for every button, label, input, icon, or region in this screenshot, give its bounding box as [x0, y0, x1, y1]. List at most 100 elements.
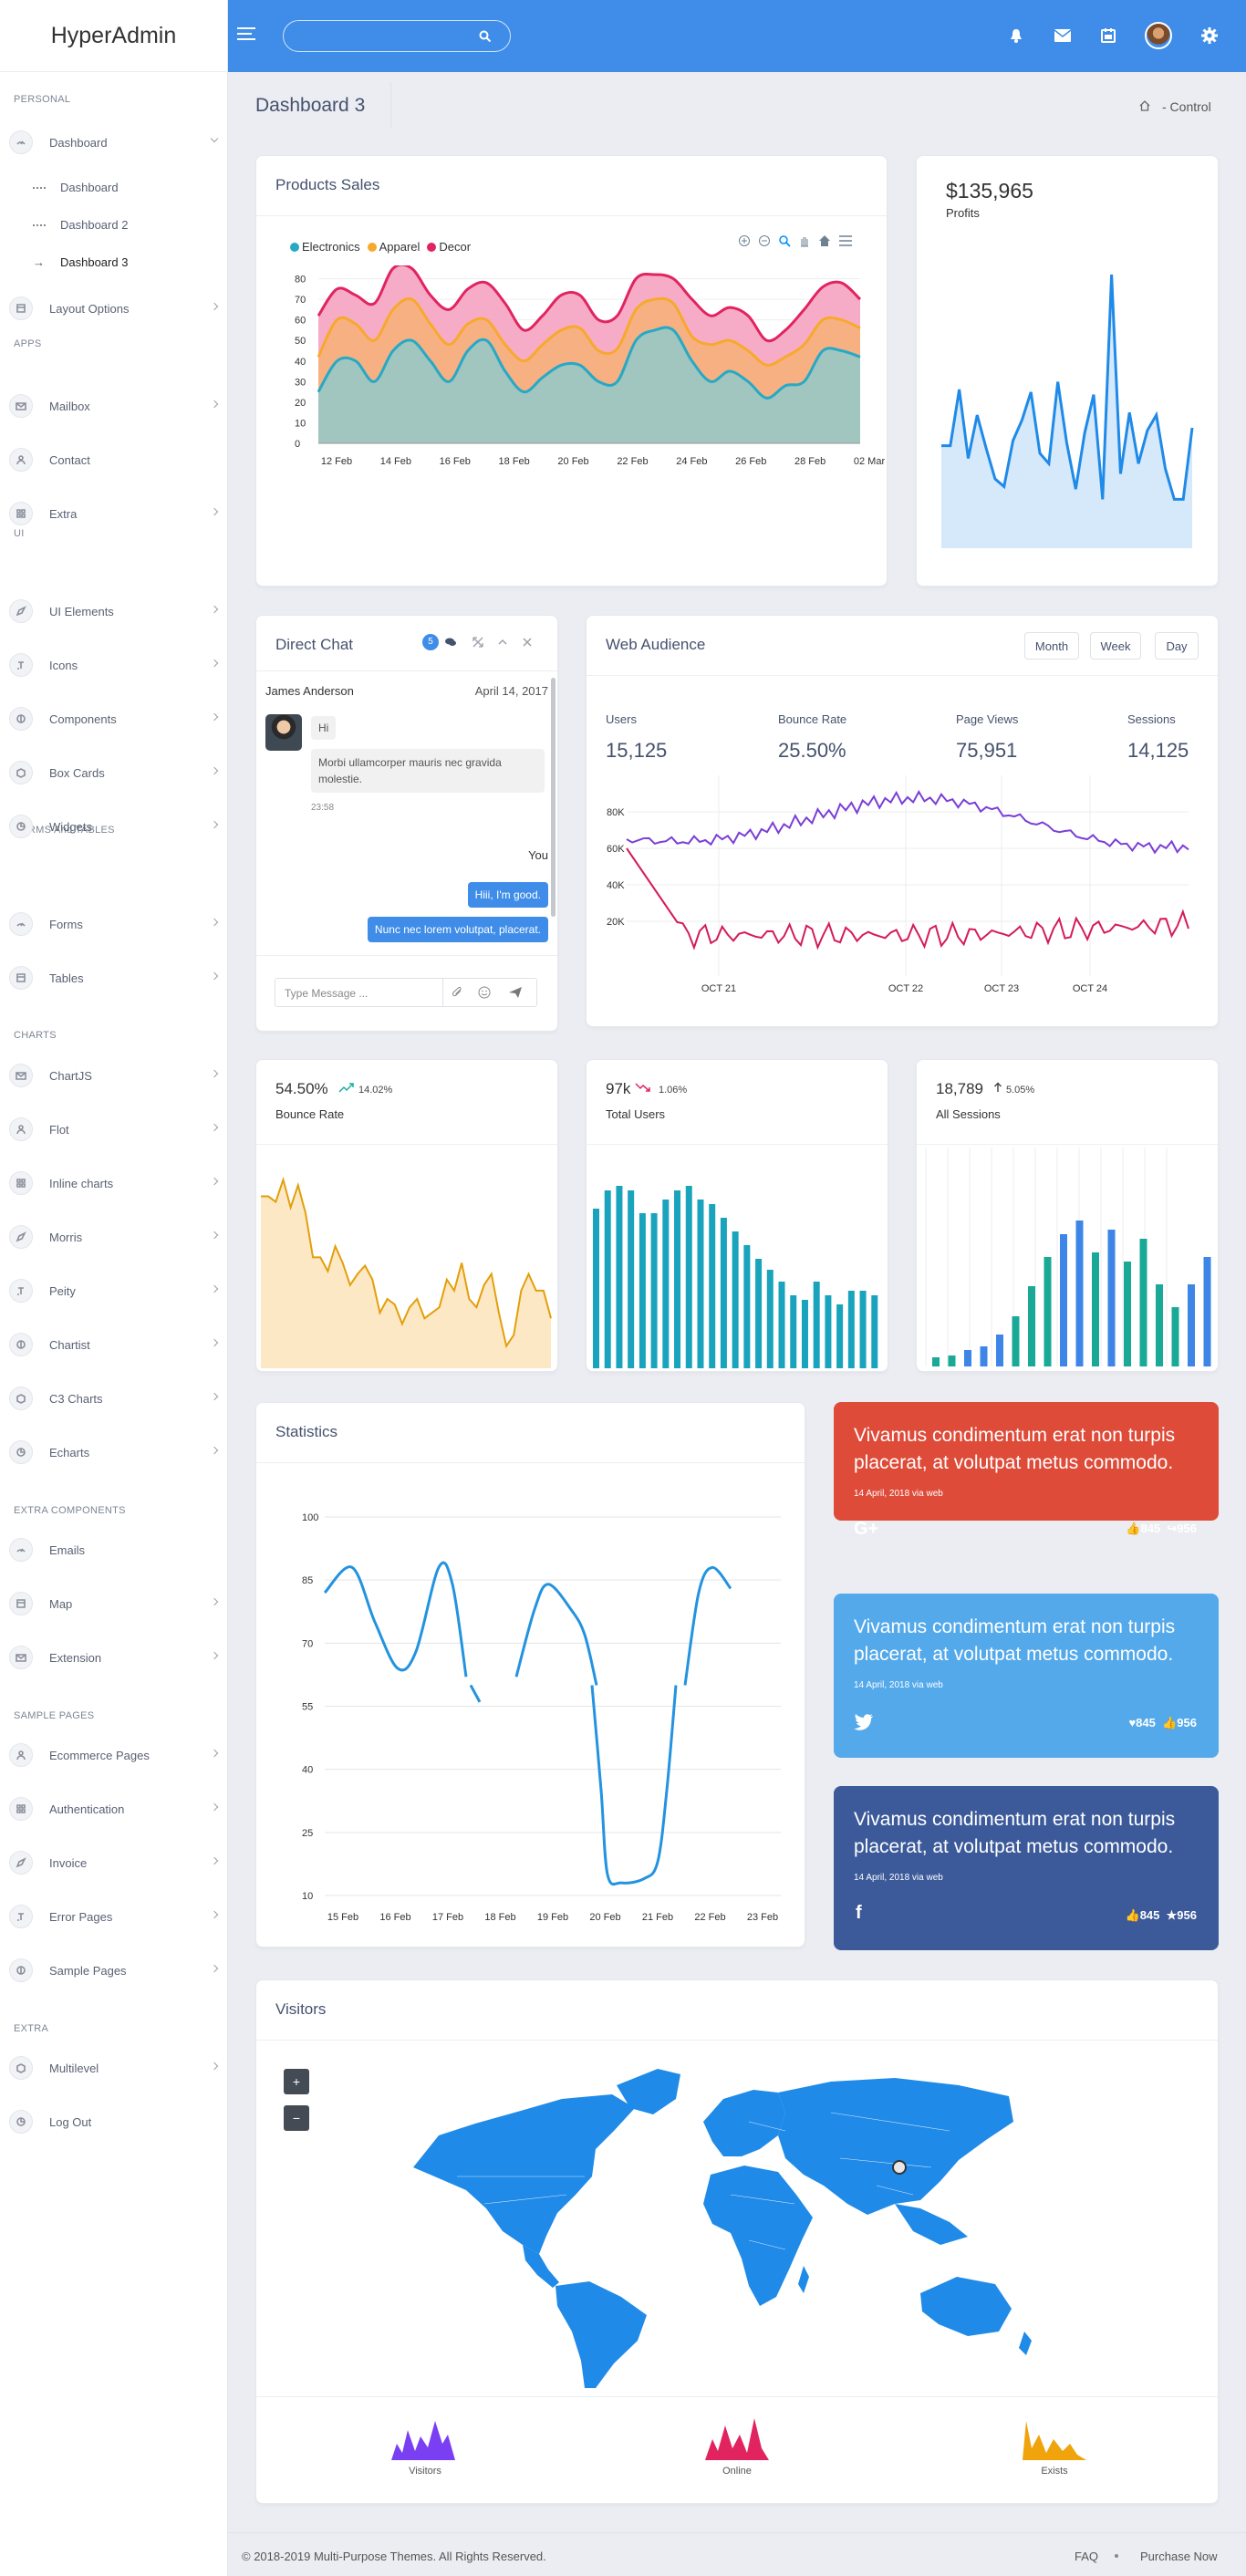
selection-zoom-icon[interactable]	[778, 234, 791, 247]
total-users-card: 97k 1.06% Total Users	[586, 1059, 888, 1372]
map-zoom-out-button[interactable]: −	[284, 2105, 309, 2131]
chevron-right-icon	[210, 1964, 219, 1973]
sidebar-item-ecommerce-pages[interactable]: Ecommerce Pages	[9, 1741, 219, 1769]
facebook-card: Vivamus condimentum erat non turpis plac…	[834, 1786, 1219, 1950]
sidebar-item-chartjs[interactable]: ChartJS	[9, 1062, 219, 1089]
pan-hand-icon[interactable]	[798, 234, 811, 247]
sidebar-item-dashboard[interactable]: Dashboard	[9, 129, 219, 156]
legend-marker	[427, 242, 437, 252]
sidebar-item-chartist[interactable]: Chartist	[9, 1331, 219, 1358]
menu-icon[interactable]	[838, 234, 853, 247]
sidebar-item-label: Map	[49, 1596, 73, 1611]
sidebar-item-log-out[interactable]: Log Out	[9, 2108, 217, 2135]
sidebar-item-extra[interactable]: Extra	[9, 500, 219, 527]
zoom-out-icon[interactable]	[758, 234, 771, 247]
divider	[256, 1462, 805, 1463]
search-input[interactable]	[283, 20, 511, 52]
y-tick-label: 80K	[607, 807, 625, 818]
send-icon[interactable]	[508, 986, 523, 999]
avatar[interactable]	[1145, 22, 1172, 49]
search-icon[interactable]	[479, 30, 492, 43]
bar	[1028, 1286, 1035, 1366]
google-plus-icon[interactable]: G+	[854, 1519, 879, 1539]
sidebar-section-header: EXTRA	[14, 2023, 49, 2034]
sidebar-item-flot[interactable]: Flot	[9, 1116, 219, 1143]
sidebar-item-map[interactable]: Map	[9, 1590, 219, 1617]
profit-area	[941, 275, 1192, 548]
map-zoom-in-button[interactable]: +	[284, 2069, 309, 2094]
message-count-badge: 5	[422, 634, 439, 650]
world-map[interactable]	[402, 2058, 1068, 2395]
chat-scrollbar[interactable]	[551, 678, 556, 917]
sidebar-item-contact[interactable]: Contact	[9, 446, 217, 473]
twitter-icon[interactable]	[854, 1714, 874, 1730]
sidebar-item-extension[interactable]: Extension	[9, 1644, 219, 1671]
brand-logo[interactable]: Hyper Admin	[0, 0, 228, 72]
sample-pages-icon	[9, 1958, 33, 1982]
sidebar-item-sample-pages[interactable]: Sample Pages	[9, 1957, 219, 1984]
day-button[interactable]: Day	[1155, 632, 1199, 660]
sidebar-item-invoice[interactable]: Invoice	[9, 1849, 219, 1876]
mail-icon[interactable]	[1054, 28, 1072, 43]
sidebar-item-inline-charts[interactable]: Inline charts	[9, 1169, 219, 1197]
month-button[interactable]: Month	[1024, 632, 1079, 660]
collapse-icon[interactable]	[496, 636, 509, 649]
legend-item[interactable]: Electronics	[290, 240, 360, 254]
sidebar-item-c3-charts[interactable]: C3 Charts	[9, 1385, 219, 1412]
sidebar-item-multilevel[interactable]: Multilevel	[9, 2054, 219, 2082]
morris-icon	[9, 1225, 33, 1249]
reset-home-icon[interactable]	[818, 234, 831, 247]
sidebar-item-error-pages[interactable]: Error Pages	[9, 1903, 219, 1930]
legend-item[interactable]: Apparel	[367, 240, 420, 254]
chat-reply: Nunc nec lorem volutpat, placerat.	[367, 917, 548, 942]
like-count: 845	[1140, 1522, 1161, 1535]
sidebar-item-icons[interactable]: Icons	[9, 651, 219, 679]
page-title: Dashboard 3	[255, 95, 366, 116]
sidebar-item-authentication[interactable]: Authentication	[9, 1795, 219, 1823]
menu-toggle-icon[interactable]	[237, 27, 255, 40]
topbar	[228, 0, 1246, 72]
sidebar-item-forms[interactable]: Forms	[9, 910, 219, 938]
sidebar-item-layout-options[interactable]: Layout Options	[9, 295, 219, 322]
sidebar-subitem[interactable]: Dashboard	[33, 181, 119, 194]
smiley-icon[interactable]	[478, 986, 491, 999]
chat-message-input[interactable]: Type Message ...	[275, 978, 537, 1007]
sidebar-item-widgets[interactable]: Widgets	[9, 813, 219, 840]
week-button[interactable]: Week	[1090, 632, 1141, 660]
chevron-right-icon	[210, 400, 219, 409]
zoom-in-icon[interactable]	[738, 234, 751, 247]
visitors-card: Visitors + − Visitors Online Exists	[255, 1979, 1219, 2504]
close-icon[interactable]	[521, 636, 534, 649]
sidebar-subitem[interactable]: Dashboard 2	[33, 218, 128, 232]
sidebar-item-components[interactable]: Components	[9, 705, 219, 732]
sidebar-item-box-cards[interactable]: Box Cards	[9, 759, 219, 786]
chevron-right-icon	[210, 1802, 219, 1812]
bar	[1139, 1239, 1147, 1366]
sidebar-item-ui-elements[interactable]: UI Elements	[9, 597, 219, 625]
map-marker[interactable]	[892, 2160, 907, 2175]
calendar-icon[interactable]	[1100, 27, 1116, 44]
sidebar-item-echarts[interactable]: Echarts	[9, 1439, 219, 1466]
sidebar-subitem[interactable]: → Dashboard 3	[33, 255, 128, 269]
sidebar-item-mailbox[interactable]: Mailbox	[9, 392, 219, 420]
chat-bubbles-icon[interactable]	[444, 636, 457, 649]
expand-icon[interactable]	[472, 636, 484, 649]
sidebar-item-morris[interactable]: Morris	[9, 1223, 219, 1251]
sidebar-item-peity[interactable]: Peity	[9, 1277, 219, 1304]
facebook-icon[interactable]: f	[856, 1903, 862, 1923]
x-tick-label: 20 Feb	[589, 1912, 620, 1923]
bell-icon[interactable]	[1008, 27, 1024, 44]
home-icon[interactable]	[1139, 100, 1150, 111]
chat-time: 23:58	[311, 803, 335, 813]
legend-label: Decor	[439, 240, 472, 254]
legend-item[interactable]: Decor	[427, 240, 471, 254]
faq-link[interactable]: FAQ	[1075, 2550, 1099, 2563]
y-tick-label: 50	[295, 336, 306, 347]
sidebar-item-emails[interactable]: Emails	[9, 1536, 217, 1563]
gear-icon[interactable]	[1200, 26, 1219, 45]
paperclip-icon[interactable]	[452, 986, 464, 999]
log-out-icon	[9, 2110, 33, 2134]
sidebar-item-tables[interactable]: Tables	[9, 964, 219, 992]
purchase-now-link[interactable]: Purchase Now	[1140, 2550, 1218, 2563]
